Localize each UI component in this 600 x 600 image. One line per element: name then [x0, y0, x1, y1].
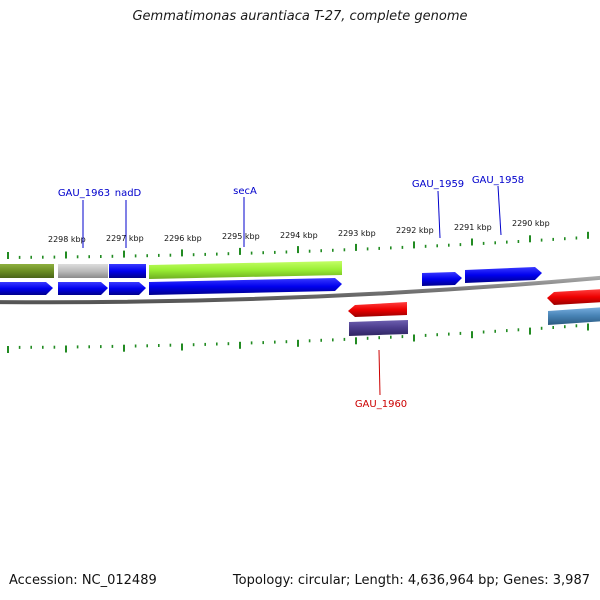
inner-tick-track — [7, 323, 589, 353]
feature-block-olive[interactable] — [0, 264, 54, 278]
feature-track-lower — [349, 307, 600, 336]
kbp-label: 2295 kbp — [222, 232, 260, 241]
accession-text: Accession: NC_012489 — [9, 573, 157, 588]
reverse-strand-genes — [348, 289, 600, 317]
kbp-label: 2292 kbp — [396, 226, 434, 235]
gene-arrow-nadD[interactable] — [109, 282, 146, 295]
kbp-label: 2290 kbp — [512, 219, 550, 228]
gene-labels: GAU_1963 nadD secA GAU_1959 GAU_1958 GAU… — [58, 175, 524, 410]
gene-arrow-GAU_1959[interactable] — [422, 272, 462, 286]
feature-track-upper — [0, 261, 342, 279]
feature-block-lime[interactable] — [149, 261, 342, 279]
gene-arrow-GAU_1958[interactable] — [465, 267, 542, 283]
kbp-label: 2298 kbp — [48, 235, 86, 244]
kbp-label: 2291 kbp — [454, 223, 492, 232]
gene-label-nadD[interactable]: nadD — [115, 188, 142, 199]
map-title: Gemmatimonas aurantiaca T-27, complete g… — [132, 9, 468, 24]
gene-label-GAU_1960[interactable]: GAU_1960 — [355, 399, 407, 410]
gene-arrow-GAU_1960[interactable] — [348, 302, 407, 317]
gene-arrow-secA[interactable] — [149, 278, 342, 295]
kbp-label: 2294 kbp — [280, 231, 318, 240]
kbp-scale: 2298 kbp 2297 kbp 2296 kbp 2295 kbp 2294… — [48, 219, 550, 244]
gene-arrow[interactable] — [58, 282, 108, 295]
kbp-label: 2293 kbp — [338, 229, 376, 238]
kbp-label: 2297 kbp — [106, 234, 144, 243]
feature-block-grey[interactable] — [58, 264, 108, 278]
genome-backbone — [0, 275, 600, 305]
label-leaders — [82, 185, 502, 396]
forward-strand-genes — [0, 267, 542, 295]
gene-label-GAU_1959[interactable]: GAU_1959 — [412, 179, 464, 190]
feature-block-steel[interactable] — [548, 307, 600, 325]
outer-tick-track — [7, 231, 589, 259]
gene-label-GAU_1963[interactable]: GAU_1963 — [58, 188, 110, 199]
genome-summary-text: Topology: circular; Length: 4,636,964 bp… — [232, 573, 590, 588]
feature-block-navy[interactable] — [349, 320, 408, 336]
feature-block-blue[interactable] — [109, 264, 146, 278]
gene-label-secA[interactable]: secA — [233, 186, 257, 197]
kbp-label: 2296 kbp — [164, 234, 202, 243]
gene-arrow[interactable] — [547, 289, 600, 305]
gene-arrow-GAU_1963[interactable] — [0, 282, 53, 295]
gene-label-GAU_1958[interactable]: GAU_1958 — [472, 175, 524, 186]
